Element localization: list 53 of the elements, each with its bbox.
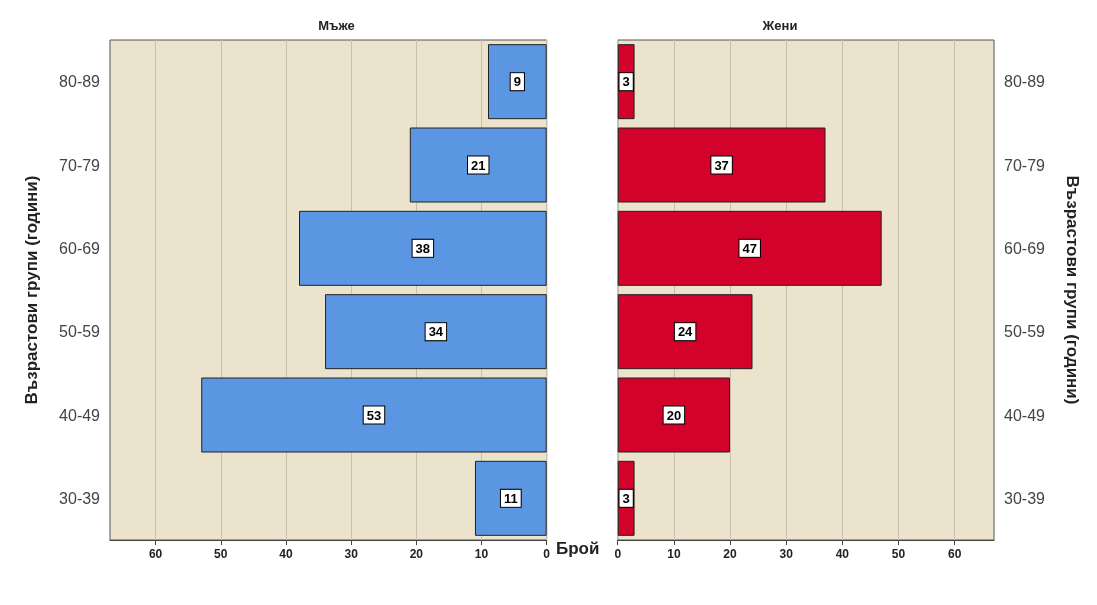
data-label: 21 [471,157,486,173]
bar [617,210,882,286]
data-label: 38 [415,240,431,256]
y-axis-title: Възрастови групи (години) [22,175,41,405]
x-tick-label: 60 [148,547,163,561]
data-label: 24 [677,324,694,340]
x-tick-label: 50 [214,547,228,561]
data-label: 37 [714,157,729,173]
data-label: 3 [622,490,630,506]
y2-axis-title: Възрастови групи (години) [1063,175,1082,405]
bar [325,294,547,370]
y-tick-label: 60-69 [59,239,101,257]
y-tick-label: 80-89 [1004,73,1046,91]
bar [617,377,731,453]
data-label: 11 [503,490,518,506]
bar [299,210,547,286]
data-label: 53 [366,407,382,423]
chart-title: Мъже [318,18,355,33]
y-tick-label: 30-39 [59,489,101,507]
bar [617,127,826,203]
data-label: 9 [513,74,521,90]
data-label: 20 [666,407,682,423]
bar [474,460,547,536]
y-tick-label: 50-59 [59,323,101,341]
x-tick-label: 20 [723,547,738,561]
y-tick-label: 80-89 [59,73,101,91]
y-tick-label: 70-79 [1004,156,1046,174]
data-label: 34 [428,324,444,340]
x-tick-label: 40 [835,547,850,561]
data-label: 3 [622,74,630,90]
x-tick-label: 0 [614,547,622,561]
bar [201,377,547,453]
y-tick-label: 40-49 [59,406,101,424]
data-label: 47 [742,240,757,256]
y-tick-label: 40-49 [1004,406,1046,424]
bar [409,127,547,203]
bar [617,294,753,370]
x-tick-label: 20 [409,547,424,561]
bar [488,44,547,120]
x-tick-label: 40 [279,547,293,561]
y-tick-label: 50-59 [1004,323,1046,341]
y-tick-label: 30-39 [1004,489,1046,507]
x-tick-label: 50 [891,547,906,561]
x-axis-title: Брой [555,539,600,558]
x-tick-label: 10 [667,547,681,561]
y-tick-label: 70-79 [59,156,101,174]
x-tick-label: 10 [474,547,489,561]
x-tick-label: 0 [543,547,551,561]
x-tick-label: 30 [779,547,794,561]
x-tick-label: 30 [344,547,359,561]
y-tick-label: 60-69 [1004,239,1046,257]
x-tick-label: 60 [948,547,962,561]
chart-title: Жени [761,18,798,33]
